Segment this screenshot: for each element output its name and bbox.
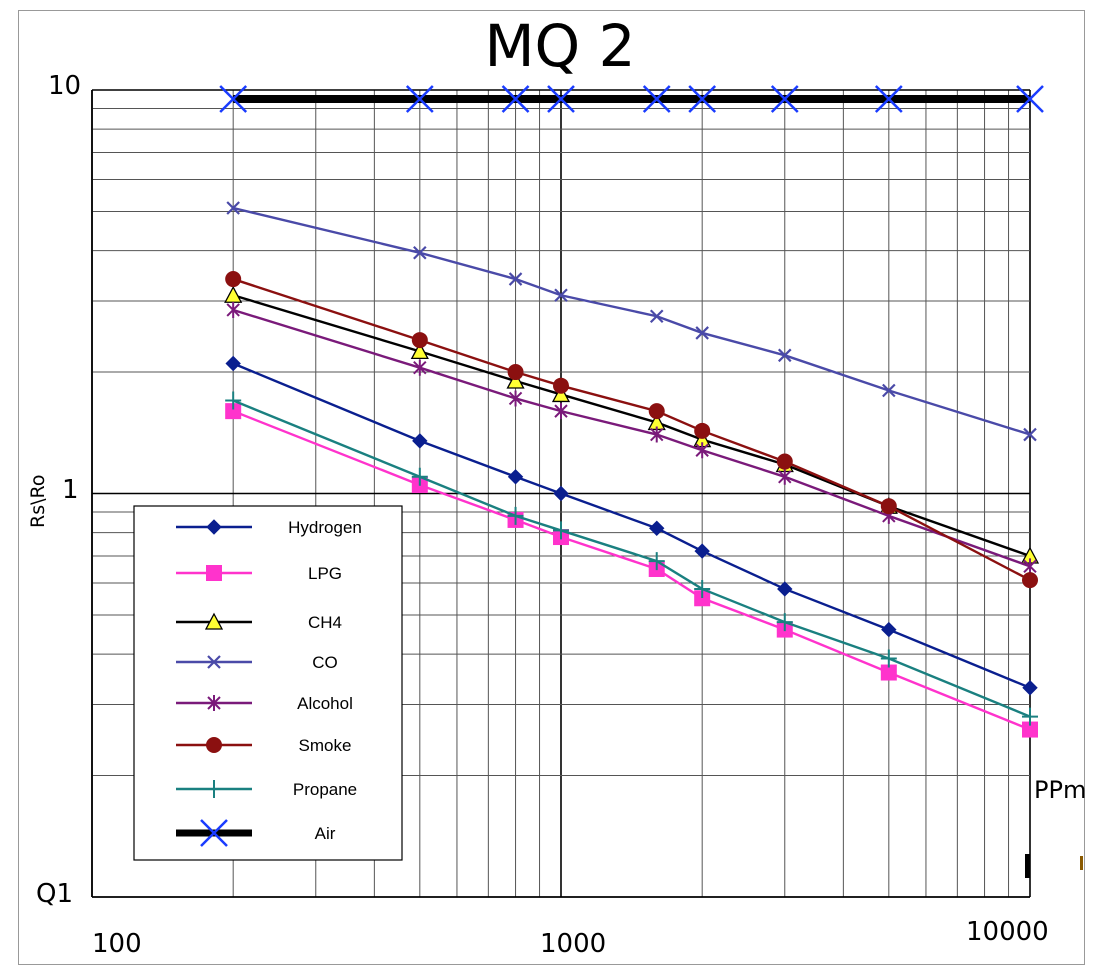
legend-box — [133, 505, 403, 861]
point-hydrogen-4 — [649, 520, 665, 536]
x-tick-label-1000: 1000 — [540, 929, 606, 959]
point-propane-5 — [694, 579, 711, 598]
point-smoke-1 — [411, 332, 428, 349]
series-line-co — [232, 206, 1031, 436]
legend-marker-propane — [206, 780, 222, 798]
point-lpg-0 — [225, 403, 242, 420]
legend-marker-alcohol — [207, 695, 221, 711]
legend-marker-air — [200, 819, 228, 847]
point-alcohol-6 — [778, 468, 792, 485]
point-alcohol-2 — [508, 390, 523, 407]
y-axis-label: Rs\Ro — [27, 475, 49, 528]
point-hydrogen-0 — [225, 355, 241, 372]
point-hydrogen-7 — [881, 621, 897, 638]
legend-label-air: Air — [315, 824, 336, 843]
point-air-1 — [405, 85, 434, 113]
point-ch4-3 — [551, 385, 571, 403]
edge-mark — [1025, 854, 1030, 878]
point-air-2 — [501, 85, 530, 113]
point-ch4-0 — [224, 285, 243, 303]
point-smoke-5 — [694, 422, 711, 439]
point-air-5 — [688, 85, 717, 113]
unit-label: PPm — [1034, 776, 1086, 804]
point-alcohol-8 — [1023, 558, 1037, 575]
legend-label-alcohol: Alcohol — [297, 694, 353, 713]
point-propane-3 — [553, 521, 569, 540]
point-air-4 — [642, 85, 671, 113]
point-air-0 — [219, 85, 248, 113]
point-hydrogen-8 — [1022, 680, 1038, 696]
point-alcohol-1 — [413, 359, 427, 376]
chart-frame — [18, 10, 1085, 965]
point-propane-4 — [648, 552, 665, 571]
point-hydrogen-5 — [694, 543, 710, 559]
point-air-8 — [1016, 85, 1044, 113]
point-alcohol-3 — [554, 403, 568, 420]
point-co-7 — [882, 383, 896, 398]
point-hydrogen-3 — [553, 485, 569, 502]
point-air-7 — [874, 85, 903, 113]
point-hydrogen-2 — [507, 469, 524, 485]
point-ch4-1 — [410, 342, 429, 360]
point-propane-6 — [776, 613, 793, 632]
edge-mark-small — [1080, 856, 1083, 870]
legend-label-hydrogen: Hydrogen — [288, 518, 362, 537]
point-propane-0 — [225, 391, 242, 410]
point-co-1 — [413, 245, 427, 260]
point-propane-2 — [507, 506, 524, 525]
legend-marker-smoke — [206, 737, 222, 753]
y-tick-label-1: 1 — [62, 475, 79, 505]
point-co-3 — [554, 288, 568, 303]
legend: Hydrogen LPG CH4 CO Alcohol Smoke Propane Air — [133, 505, 403, 861]
point-air-6 — [770, 85, 799, 113]
point-lpg-7 — [880, 664, 897, 681]
y-tick-label-10: 10 — [48, 71, 81, 101]
y-tick-label-q1: Q1 — [36, 879, 73, 909]
point-air-3 — [547, 85, 575, 113]
point-hydrogen-6 — [777, 581, 793, 597]
point-smoke-8 — [1022, 572, 1038, 589]
point-smoke-3 — [553, 377, 569, 394]
legend-marker-co — [207, 655, 221, 669]
legend-label-propane: Propane — [293, 780, 357, 799]
point-lpg-5 — [694, 590, 711, 607]
point-smoke-0 — [225, 271, 242, 288]
legend-marker-lpg — [206, 565, 222, 581]
point-lpg-8 — [1022, 721, 1038, 738]
point-co-0 — [226, 201, 240, 215]
point-co-2 — [508, 272, 523, 286]
point-alcohol-5 — [695, 442, 709, 459]
point-co-6 — [777, 348, 792, 363]
point-propane-7 — [880, 649, 897, 668]
point-alcohol-4 — [650, 426, 664, 443]
series-group — [219, 85, 1044, 738]
legend-marker-hydrogen — [206, 519, 222, 535]
point-co-8 — [1023, 427, 1037, 442]
point-hydrogen-1 — [412, 433, 428, 449]
chart-title: MQ 2 — [484, 12, 635, 80]
point-co-5 — [695, 326, 709, 340]
legend-label-smoke: Smoke — [299, 736, 352, 755]
legend-label-ch4: CH4 — [308, 613, 342, 632]
point-propane-8 — [1022, 707, 1038, 726]
point-ch4-2 — [506, 371, 525, 389]
x-tick-label-100: 100 — [92, 929, 142, 959]
legend-label-co: CO — [312, 653, 338, 672]
point-co-4 — [649, 309, 664, 324]
legend-marker-ch4 — [204, 612, 224, 630]
x-tick-label-10000: 10000 — [966, 917, 1049, 947]
point-propane-1 — [411, 467, 428, 486]
point-smoke-6 — [776, 453, 793, 470]
legend-label-lpg: LPG — [308, 564, 342, 583]
point-alcohol-0 — [226, 301, 240, 318]
point-smoke-7 — [880, 498, 897, 515]
point-smoke-4 — [648, 403, 665, 420]
point-smoke-2 — [507, 364, 524, 381]
